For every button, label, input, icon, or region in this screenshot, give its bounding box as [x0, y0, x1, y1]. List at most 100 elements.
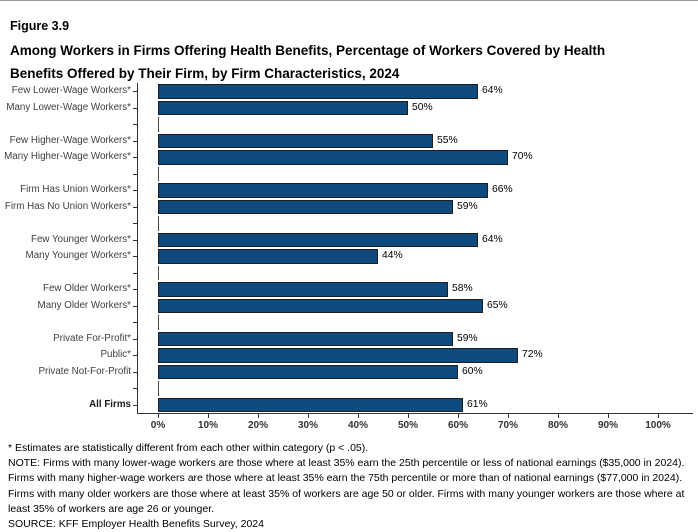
value-label: 59% — [457, 332, 478, 344]
bar-chart: Few Lower-Wage Workers* 64% Many Lower-Wag… — [0, 83, 698, 435]
value-label: 64% — [482, 233, 503, 245]
y-axis-tick — [133, 355, 137, 356]
y-axis-tick — [133, 239, 137, 241]
y-axis-tick — [133, 289, 137, 290]
y-axis-tick — [133, 223, 137, 224]
x-axis-tick — [558, 414, 559, 418]
x-axis-tick-label: 60% — [447, 420, 468, 431]
bar-row: Many Higher-Wage Workers* 70% — [0, 149, 698, 166]
value-label: 65% — [487, 299, 508, 311]
x-axis-tick — [508, 414, 509, 418]
bar-row: Firm Has Union Workers* 66% — [0, 182, 698, 199]
spacer-row — [0, 380, 698, 397]
spacer-row — [0, 215, 698, 232]
x-axis-tick-label: 20% — [247, 420, 268, 431]
bar-row: Private Not-For-Profit 60% — [0, 364, 698, 381]
bar — [158, 133, 433, 148]
bar — [158, 183, 488, 198]
y-axis-tick — [133, 371, 137, 373]
bar-row: Few Younger Workers* 64% — [0, 232, 698, 249]
bar — [158, 331, 453, 346]
category-label: Few Higher-Wage Workers* — [9, 134, 131, 146]
category-label: Few Younger Workers* — [30, 233, 131, 245]
x-axis-tick-label: 100% — [645, 420, 671, 431]
spacer-row — [0, 314, 698, 331]
bar — [158, 397, 463, 412]
x-axis-tick-label: 10% — [197, 420, 218, 431]
bar — [158, 249, 378, 264]
value-label: 64% — [482, 85, 503, 96]
y-axis-tick — [133, 190, 137, 191]
bar — [158, 84, 478, 99]
y-axis-line — [137, 83, 138, 413]
bar — [158, 100, 408, 115]
bar-row: Few Higher-Wage Workers* 55% — [0, 133, 698, 150]
spacer-row — [0, 116, 698, 133]
x-axis-tick — [258, 414, 259, 418]
x-axis-tick — [658, 414, 659, 418]
category-label: Private Not-For-Profit — [38, 365, 131, 377]
value-label: 55% — [437, 134, 458, 146]
x-axis-tick — [308, 414, 309, 418]
x-axis-tick — [608, 414, 609, 418]
x-axis-tick — [158, 414, 159, 418]
category-label: Public* — [100, 349, 132, 360]
chart-title-line-2: Benefits Offered by Their Firm, by Firm … — [10, 66, 400, 81]
category-label: Few Lower-Wage Workers* — [11, 85, 131, 96]
bar — [158, 150, 508, 165]
x-axis-tick-label: 0% — [150, 420, 166, 431]
zero-bar-line — [158, 117, 159, 132]
x-axis-tick — [358, 414, 359, 418]
value-label: 61% — [467, 398, 488, 410]
category-label: Many Higher-Wage Workers* — [4, 151, 131, 162]
chart-title-line-1: Among Workers in Firms Offering Health B… — [10, 43, 606, 58]
bar — [158, 199, 453, 214]
category-label: Many Younger Workers* — [25, 250, 131, 261]
zero-bar-line — [158, 315, 159, 330]
x-axis-tick-label: 90% — [597, 420, 618, 431]
x-axis-tick-label: 80% — [547, 420, 568, 431]
bar-row: Few Lower-Wage Workers* 64% — [0, 83, 698, 100]
category-label: Many Lower-Wage Workers* — [6, 101, 131, 113]
y-axis-tick — [133, 404, 137, 406]
bar-row: Many Younger Workers* 44% — [0, 248, 698, 265]
bar-row: Public* 72% — [0, 347, 698, 364]
category-label: Many Older Workers* — [37, 299, 131, 311]
x-axis-tick — [208, 414, 209, 418]
zero-bar-line — [158, 216, 159, 231]
x-axis-tick-label: 40% — [347, 420, 368, 431]
y-axis-tick — [133, 107, 137, 109]
y-axis-tick — [133, 124, 137, 125]
value-label: 58% — [452, 283, 473, 294]
bar-row: Firm Has No Union Workers* 59% — [0, 199, 698, 216]
footnote-asterisk: * Estimates are statistically different … — [8, 442, 369, 454]
bar — [158, 282, 448, 297]
y-axis-tick — [133, 140, 137, 142]
x-axis-line — [137, 413, 693, 414]
footnote-note: NOTE: Firms with many lower-wage workers… — [8, 457, 685, 515]
value-label: 72% — [522, 349, 543, 360]
bar — [158, 232, 478, 247]
x-axis-tick — [408, 414, 409, 418]
value-label: 59% — [457, 200, 478, 212]
category-label: Private For-Profit* — [53, 332, 131, 344]
bar-row: Many Older Workers* 65% — [0, 298, 698, 315]
zero-bar-line — [158, 265, 159, 280]
y-axis-tick — [133, 91, 137, 92]
y-axis-tick — [133, 388, 137, 389]
bar-row: Many Lower-Wage Workers* 50% — [0, 100, 698, 117]
value-label: 70% — [512, 151, 533, 162]
category-label: All Firms — [89, 398, 131, 410]
bar — [158, 298, 483, 313]
y-axis-tick — [133, 305, 137, 307]
x-axis-tick — [458, 414, 459, 418]
bar — [158, 364, 458, 379]
value-label: 44% — [382, 250, 403, 261]
value-label: 60% — [462, 365, 483, 377]
x-axis-tick-label: 50% — [397, 420, 418, 431]
y-axis-tick — [133, 338, 137, 340]
category-label: Firm Has No Union Workers* — [4, 200, 131, 212]
x-axis-tick-label: 70% — [497, 420, 518, 431]
y-axis-tick — [133, 272, 137, 274]
